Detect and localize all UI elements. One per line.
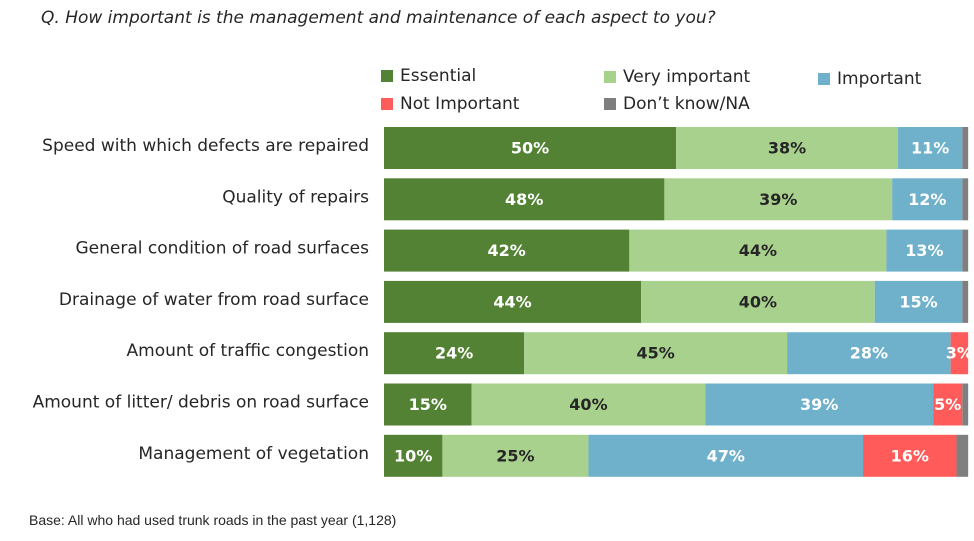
category-label-amount-of-litter-debris-on-road-surface: Amount of litter/ debris on road surface — [33, 393, 369, 413]
data-label-very-important-7: 25% — [496, 446, 534, 465]
bar-essential-4 — [384, 280, 642, 323]
bar-important-2 — [892, 178, 963, 221]
base-note: Base: All who had used trunk roads in th… — [29, 512, 397, 528]
category-label-amount-of-traffic-congestion: Amount of traffic congestion — [127, 341, 369, 361]
bar-very-important-3 — [629, 229, 887, 272]
legend-swatch-not-important — [381, 98, 393, 110]
legend-important: Important — [818, 69, 921, 89]
legend-not-important: Not Important — [381, 94, 519, 114]
category-label-speed-with-which-defects-are-repaired: Speed with which defects are repaired — [42, 136, 369, 156]
legend-label-essential: Essential — [400, 66, 477, 86]
question-title: Q. How important is the management and m… — [41, 8, 716, 28]
data-label-essential-1: 50% — [511, 139, 549, 158]
legend-swatch-very-important — [604, 71, 616, 83]
bar-very-important-5 — [524, 332, 788, 375]
bar-important-1 — [898, 127, 963, 169]
legend-swatch-essential — [381, 70, 393, 82]
bar-essential-1 — [384, 127, 677, 169]
bar-not-important-5 — [950, 332, 969, 375]
legend-very-important: Very important — [604, 67, 750, 87]
legend-swatch-important — [818, 73, 830, 85]
data-label-essential-6: 15% — [409, 395, 447, 414]
bar-essential-6 — [384, 383, 472, 426]
bar-not-important-6 — [933, 383, 963, 426]
data-label-very-important-2: 39% — [759, 190, 797, 209]
legend-dont-know: Don’t know/NA — [604, 94, 750, 114]
legend-label-important: Important — [837, 69, 922, 89]
bar-don-t-know-na-7 — [956, 434, 969, 477]
bar-essential-5 — [384, 332, 525, 375]
data-label-not-important-6: 5% — [934, 395, 961, 414]
data-label-essential-3: 42% — [488, 241, 526, 260]
bar-very-important-7 — [442, 434, 589, 477]
data-label-not-important-7: 16% — [891, 446, 929, 465]
legend-label-not-important: Not Important — [400, 94, 520, 114]
bar-essential-7 — [384, 434, 443, 477]
data-label-important-1: 11% — [911, 139, 949, 158]
legend-essential: Essential — [381, 66, 476, 86]
bar-don-t-know-na-4 — [962, 280, 969, 323]
data-label-very-important-6: 40% — [569, 395, 607, 414]
bar-don-t-know-na-3 — [962, 229, 969, 272]
bar-very-important-6 — [471, 383, 706, 426]
bar-important-4 — [874, 280, 963, 323]
bar-don-t-know-na-2 — [962, 178, 969, 221]
category-label-general-condition-of-road-surfaces: General condition of road surfaces — [75, 239, 369, 259]
data-label-very-important-4: 40% — [739, 292, 777, 311]
bar-very-important-4 — [641, 280, 875, 323]
data-label-important-3: 13% — [905, 241, 943, 260]
data-label-essential-2: 48% — [505, 190, 543, 209]
data-label-very-important-1: 38% — [768, 139, 806, 158]
bar-important-7 — [588, 434, 864, 477]
data-label-important-2: 12% — [908, 190, 946, 209]
category-label-management-of-vegetation: Management of vegetation — [138, 444, 369, 464]
bar-important-6 — [705, 383, 934, 426]
legend-label-very-important: Very important — [623, 67, 751, 87]
data-label-important-5: 28% — [850, 344, 888, 363]
legend-label-dont-know: Don’t know/NA — [623, 94, 750, 114]
data-label-important-4: 15% — [899, 292, 937, 311]
data-label-essential-7: 10% — [394, 446, 432, 465]
bar-essential-3 — [384, 229, 630, 272]
bar-very-important-2 — [664, 178, 893, 221]
data-label-important-7: 47% — [707, 446, 745, 465]
bar-don-t-know-na-6 — [962, 383, 969, 426]
data-label-important-6: 39% — [800, 395, 838, 414]
bar-not-important-7 — [863, 434, 957, 477]
legend-swatch-dont-know — [604, 98, 616, 110]
data-label-very-important-5: 45% — [636, 344, 674, 363]
bar-important-3 — [886, 229, 963, 272]
data-label-very-important-3: 44% — [739, 241, 777, 260]
bar-don-t-know-na-1 — [962, 127, 969, 169]
bar-very-important-1 — [676, 127, 899, 169]
data-label-not-important-5: 3% — [946, 344, 973, 363]
bar-essential-2 — [384, 178, 665, 221]
bar-important-5 — [787, 332, 951, 375]
data-label-essential-5: 24% — [435, 344, 473, 363]
category-label-drainage-of-water-from-road-surface: Drainage of water from road surface — [59, 290, 369, 310]
category-label-quality-of-repairs: Quality of repairs — [222, 187, 369, 207]
data-label-essential-4: 44% — [493, 292, 531, 311]
